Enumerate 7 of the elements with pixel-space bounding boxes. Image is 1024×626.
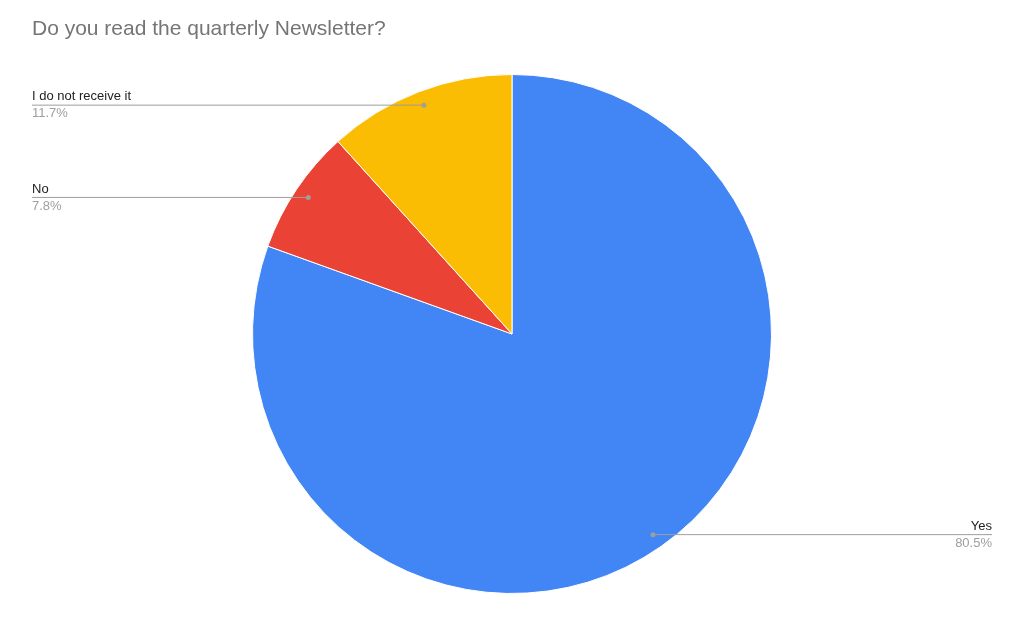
data-label: 80.5%: [955, 534, 993, 550]
slice-label: No: [32, 180, 49, 196]
chart-title: Do you read the quarterly Newsletter?: [32, 16, 386, 40]
data-label: 11.7%: [32, 105, 69, 121]
slice-label: Yes: [970, 517, 993, 533]
data-label: 7.8%: [32, 197, 63, 213]
slice-label: I do not receive it: [32, 88, 132, 104]
